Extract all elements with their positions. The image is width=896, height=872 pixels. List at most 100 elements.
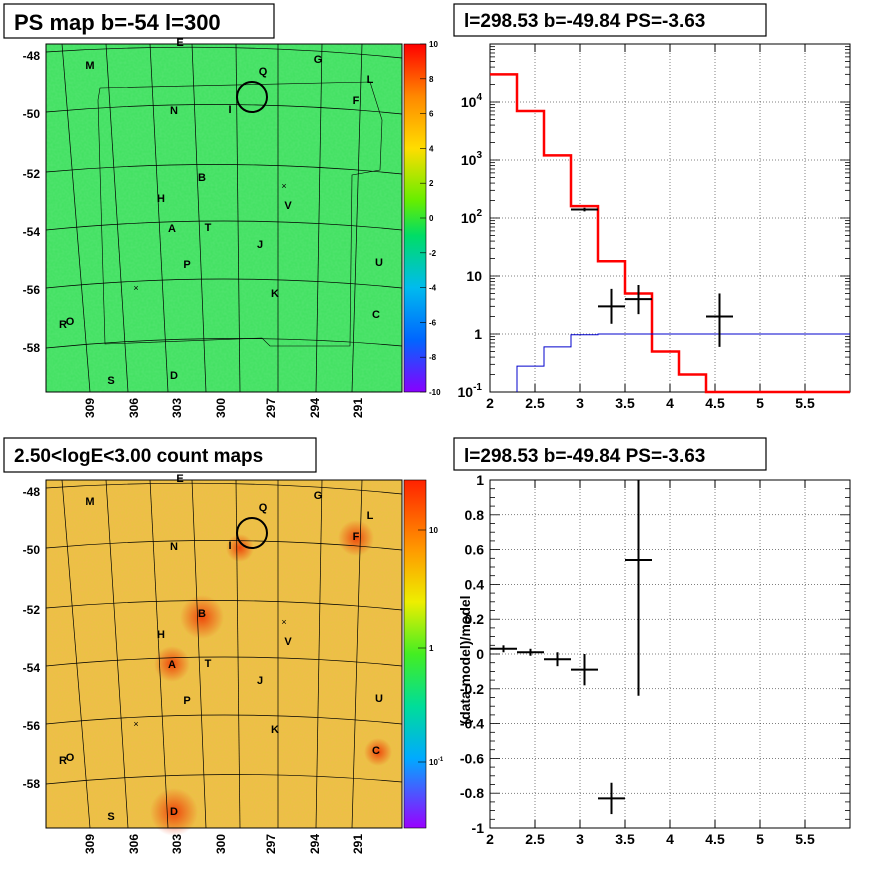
count-map-title: 2.50<logE<3.00 count maps [14,446,263,467]
l-tick-label: 291 [351,834,365,854]
data-point [625,284,652,315]
l-tick-label: 303 [170,398,184,418]
count-map-title-box [3,437,317,473]
l-tick-label: 294 [308,398,322,418]
grid [490,44,850,392]
y-tick-label: 0.4 [465,576,485,592]
marker-x: × [281,617,286,627]
ps-map-panel: PS map b=-54 l=300 E M Q G LF N I B H V A T J P U K C RO S… [3,3,441,418]
data-point [490,645,517,653]
ps-map-target-circle [236,81,268,113]
marker-x: × [133,283,138,293]
source-label-f: F [353,95,360,107]
b-tick-label: -58 [23,777,41,791]
colorbar-tick-label: -8 [429,353,437,362]
x-tick-label: 3 [576,395,584,411]
source-label-a: A [168,659,176,671]
l-tick-label: 309 [83,398,97,418]
x-tick-label: 4.5 [705,831,725,847]
y-tick-label: 1 [476,472,484,488]
l-tick-label: 297 [264,834,278,854]
x-tick-label: 3.5 [615,831,635,847]
colorbar-tick-label: 10-1 [429,757,444,767]
x-tick-label: 2 [486,395,494,411]
source-label-d: D [170,370,178,382]
count-map-grid [45,479,403,829]
x-tick-label: 5 [756,395,764,411]
count-map-l-ticks: 309 306 303 300 297 294 291 [83,834,365,854]
residual-title: l=298.53 b=-49.84 PS=-3.63 [464,446,705,467]
source-label-p: P [183,695,190,707]
ps-map-source-labels: E M Q G LF N I B H V A T J P U K C RO S D × × [59,37,383,387]
source-label-a: A [168,223,176,235]
data-point [571,207,598,212]
colorbar-tick-label: 8 [429,75,434,84]
count-map-colorbar-ticks: 10 1 10-1 [418,526,444,767]
y-tick-label: 1 [474,326,482,342]
b-tick-label: -54 [23,225,41,239]
b-tick-label: -54 [23,661,41,675]
y-tick-label: -0.2 [460,681,484,697]
x-tick-label: 4 [666,395,674,411]
source-label-e: E [176,37,183,49]
source-label-i: I [228,104,231,116]
x-tick-label: 5 [756,831,764,847]
source-label-b: B [198,608,206,620]
x-tick-label: 4.5 [705,395,725,411]
x-tick-label: 2.5 [525,831,545,847]
source-label-t: T [205,222,212,234]
spectrum-plot[interactable]: 2 2.5 3 3.5 4 4.5 5 5.5 10-1 1 10 102 103 104 [458,43,851,411]
source-label-r: R [59,755,67,767]
source-label-r: R [59,319,67,331]
data-point [598,782,625,815]
ps-map-title: PS map b=-54 l=300 [14,10,221,35]
source-label-v: V [284,200,292,212]
colorbar-tick-label: -10 [429,388,441,397]
source-label-l: L [367,74,374,86]
spectrum-title: l=298.53 b=-49.84 PS=-3.63 [464,11,705,32]
y-tick-label: 0.2 [465,611,485,627]
colorbar-tick-label: 4 [429,144,434,153]
b-tick-label: -50 [23,107,41,121]
count-map-colorbar [403,479,427,829]
l-tick-label: 300 [214,834,228,854]
x-tick-label: 5.5 [795,831,815,847]
grid [490,480,850,828]
source-label-k: K [271,724,279,736]
count-map-panel: 2.50<logE<3.00 count maps E M Q G LF N I B H V [3,437,444,854]
count-map-b-ticks: -48 -50 -52 -54 -56 -58 [23,485,41,791]
source-label-s: S [107,375,114,387]
source-label-m: M [85,60,94,72]
source-label-g: G [314,490,323,502]
colorbar-tick-label: 6 [429,110,434,119]
ps-map-l-ticks: 309 306 303 300 297 294 291 [83,398,365,418]
source-label-q: Q [259,66,268,78]
source-label-l: L [367,510,374,522]
source-label-f: F [353,531,360,543]
b-tick-label: -48 [23,49,41,63]
source-label-c: C [372,309,380,321]
l-tick-label: 303 [170,834,184,854]
source-label-j: J [257,675,263,687]
residual-plot[interactable]: 2 2.5 3 3.5 4 4.5 5 5.5 -1 -0.8 -0.6 -0.4 -0.2 0 0.2 0.… [457,472,851,847]
source-label-e: E [176,473,183,485]
colorbar-tick-label: -2 [429,249,437,258]
colorbar-tick-label: -6 [429,318,437,327]
marker-x: × [133,719,138,729]
source-label-p: P [183,259,190,271]
l-tick-label: 306 [127,398,141,418]
l-tick-label: 300 [214,398,228,418]
source-label-j: J [257,239,263,251]
l-tick-label: 306 [127,834,141,854]
y-tick-label: -0.4 [460,716,484,732]
ps-map-title-box [3,3,275,39]
source-label-n: N [170,105,178,117]
y-tick-label: -0.8 [460,785,484,801]
source-label-d: D [170,806,178,818]
source-label-o: O [66,316,75,328]
colorbar-tick-label: 0 [429,214,434,223]
source-label-s: S [107,811,114,823]
source-label-n: N [170,541,178,553]
source-label-i: I [228,540,231,552]
